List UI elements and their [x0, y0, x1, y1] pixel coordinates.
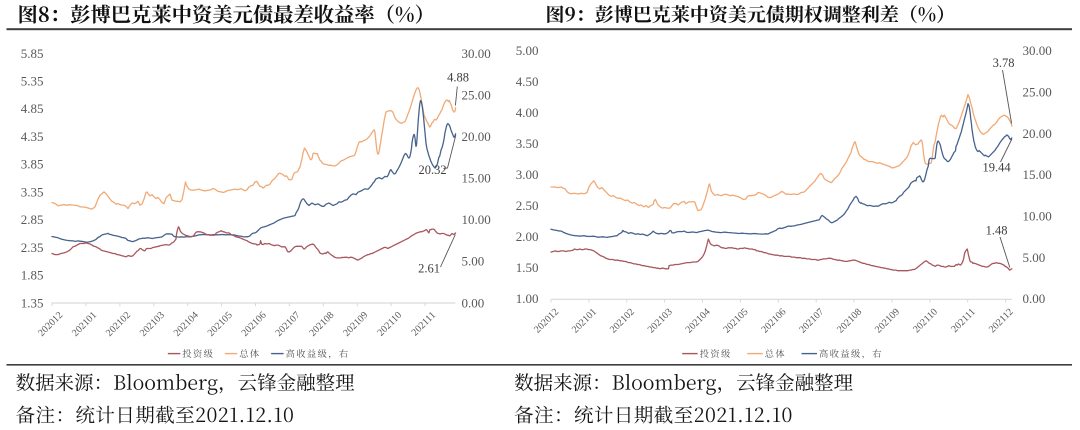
svg-text:25.00: 25.00 — [462, 87, 491, 102]
svg-text:5.00: 5.00 — [462, 254, 485, 269]
svg-text:2.85: 2.85 — [21, 212, 44, 227]
svg-text:20.32: 20.32 — [418, 163, 446, 177]
svg-text:3.85: 3.85 — [21, 157, 44, 172]
svg-text:5.35: 5.35 — [21, 74, 44, 89]
svg-text:3.78: 3.78 — [993, 56, 1015, 70]
svg-text:1.85: 1.85 — [21, 268, 44, 283]
svg-text:19.44: 19.44 — [982, 161, 1011, 175]
svg-text:1.35: 1.35 — [21, 295, 44, 310]
svg-text:1.50: 1.50 — [516, 260, 539, 275]
svg-text:30.00: 30.00 — [1023, 43, 1052, 58]
svg-text:4.00: 4.00 — [516, 105, 539, 120]
svg-text:10.00: 10.00 — [462, 212, 491, 227]
svg-text:5.00: 5.00 — [516, 43, 539, 58]
svg-text:4.88: 4.88 — [447, 71, 469, 85]
svg-text:4.85: 4.85 — [21, 101, 44, 116]
svg-text:10.00: 10.00 — [1023, 208, 1052, 223]
svg-text:2.35: 2.35 — [21, 240, 44, 255]
svg-text:2.61: 2.61 — [418, 262, 440, 276]
svg-text:15.00: 15.00 — [462, 171, 491, 186]
svg-text:1.48: 1.48 — [986, 224, 1008, 238]
svg-text:3.50: 3.50 — [516, 136, 539, 151]
svg-text:20.00: 20.00 — [1023, 126, 1052, 141]
svg-text:4.35: 4.35 — [21, 129, 44, 144]
svg-text:1.00: 1.00 — [516, 291, 539, 306]
svg-text:0.00: 0.00 — [462, 295, 485, 310]
svg-text:3.35: 3.35 — [21, 184, 44, 199]
svg-text:2.00: 2.00 — [516, 229, 539, 244]
svg-text:5.00: 5.00 — [1023, 250, 1046, 265]
svg-text:20.00: 20.00 — [462, 129, 491, 144]
svg-text:5.85: 5.85 — [21, 46, 44, 61]
svg-text:15.00: 15.00 — [1023, 167, 1052, 182]
svg-text:0.00: 0.00 — [1023, 291, 1046, 306]
svg-text:4.50: 4.50 — [516, 74, 539, 89]
svg-text:3.00: 3.00 — [516, 167, 539, 182]
svg-text:2.50: 2.50 — [516, 198, 539, 213]
svg-text:25.00: 25.00 — [1023, 84, 1052, 99]
svg-text:30.00: 30.00 — [462, 46, 491, 61]
